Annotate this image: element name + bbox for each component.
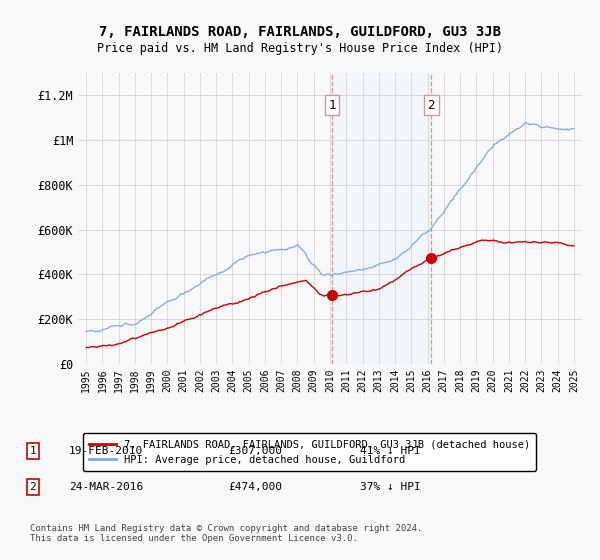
Text: £474,000: £474,000 [228, 482, 282, 492]
Text: 41% ↓ HPI: 41% ↓ HPI [360, 446, 421, 456]
Bar [332, 73, 431, 364]
Text: 37% ↓ HPI: 37% ↓ HPI [360, 482, 421, 492]
Text: Contains HM Land Registry data © Crown copyright and database right 2024.
This d: Contains HM Land Registry data © Crown c… [30, 524, 422, 543]
Text: 7, FAIRLANDS ROAD, FAIRLANDS, GUILDFORD, GU3 3JB: 7, FAIRLANDS ROAD, FAIRLANDS, GUILDFORD,… [99, 25, 501, 39]
Text: 1: 1 [328, 99, 336, 112]
Text: 19-FEB-2010: 19-FEB-2010 [69, 446, 143, 456]
Text: 2: 2 [29, 482, 37, 492]
Text: 24-MAR-2016: 24-MAR-2016 [69, 482, 143, 492]
Legend: 7, FAIRLANDS ROAD, FAIRLANDS, GUILDFORD, GU3 3JB (detached house), HPI: Average : 7, FAIRLANDS ROAD, FAIRLANDS, GUILDFORD,… [83, 433, 536, 471]
Text: £307,000: £307,000 [228, 446, 282, 456]
Text: Price paid vs. HM Land Registry's House Price Index (HPI): Price paid vs. HM Land Registry's House … [97, 42, 503, 55]
Text: 1: 1 [29, 446, 37, 456]
Text: 2: 2 [428, 99, 435, 112]
